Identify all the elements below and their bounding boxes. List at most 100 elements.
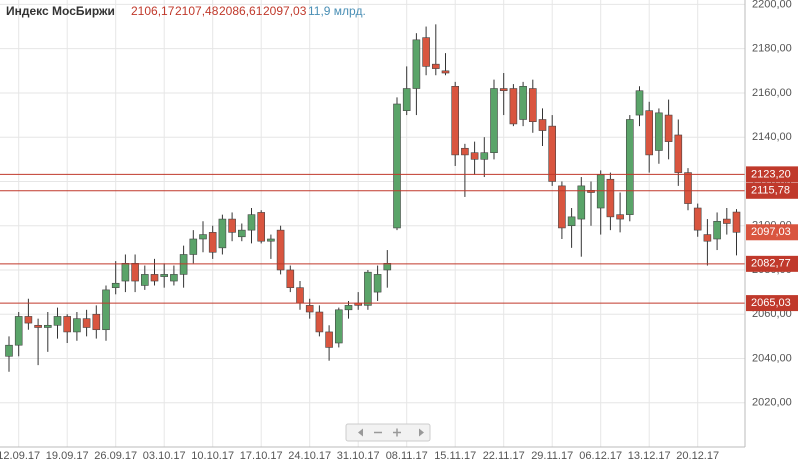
candle-body xyxy=(150,274,159,282)
candle-body xyxy=(111,282,120,288)
level-label-box xyxy=(746,166,798,183)
candle-body xyxy=(645,110,654,156)
level-label-box xyxy=(746,182,798,199)
header: Индекс МосБиржи 2106,17 2107,48 2086,61 … xyxy=(6,4,366,18)
candle-body xyxy=(238,229,246,238)
header-close: 2097,03 xyxy=(263,4,307,18)
candle-body xyxy=(422,37,430,67)
candle-body xyxy=(461,147,469,156)
candle-body xyxy=(616,214,624,220)
candle-body xyxy=(577,185,586,220)
x-tick-label: 03.10.17 xyxy=(143,450,186,462)
x-tick-label: 08.11.17 xyxy=(386,450,428,462)
candle-body xyxy=(325,331,333,348)
header-open: 2106,17 xyxy=(131,4,175,18)
x-tick-label: 29.11.17 xyxy=(531,450,573,462)
candle-body xyxy=(519,86,527,120)
candle-body xyxy=(393,103,401,229)
y-tick-label: 2180,00 xyxy=(752,43,792,55)
candle-body xyxy=(53,316,62,326)
candle-body xyxy=(247,214,256,231)
y-tick-label: 2160,00 xyxy=(752,87,792,99)
last-price-label: 2097,03 xyxy=(751,226,791,238)
candle-body xyxy=(141,274,149,286)
last-price-box xyxy=(746,224,798,241)
candle-body xyxy=(315,311,324,333)
candle-body xyxy=(490,88,498,153)
candle-body xyxy=(257,212,266,242)
candle-body xyxy=(276,229,285,271)
candle-body xyxy=(218,218,227,249)
candle-body xyxy=(402,88,411,111)
level-label-box xyxy=(746,255,798,272)
candle-body xyxy=(334,309,343,344)
candle-body xyxy=(160,274,168,277)
scroll-left[interactable] xyxy=(358,428,363,437)
candle-body xyxy=(567,216,576,227)
candle-body xyxy=(199,234,207,240)
candle-body xyxy=(674,134,683,173)
x-tick-label: 17.10.17 xyxy=(240,450,283,462)
zoom-in[interactable] xyxy=(393,428,401,437)
candle-body xyxy=(208,232,217,253)
candle-body xyxy=(548,125,557,182)
candle-body xyxy=(625,119,634,215)
level-label: 2115,78 xyxy=(751,185,790,197)
candle-body xyxy=(412,39,421,89)
x-tick-label: 10.10.17 xyxy=(191,450,234,462)
candle-body xyxy=(373,274,382,293)
candle-body xyxy=(693,207,702,231)
candle-body xyxy=(431,63,440,69)
candle-body xyxy=(364,271,372,306)
candle-body xyxy=(722,218,731,224)
candle-body xyxy=(703,234,712,242)
candle-body xyxy=(441,70,450,74)
candle-body xyxy=(538,119,547,131)
candle-body xyxy=(5,344,13,357)
x-tick-label: 06.12.17 xyxy=(579,450,622,462)
level-label: 2065,03 xyxy=(751,297,791,309)
level-label: 2082,77 xyxy=(751,258,791,270)
candle-body xyxy=(635,90,644,116)
candle-body xyxy=(383,263,392,271)
candle-body xyxy=(170,274,178,282)
candle-body xyxy=(102,289,110,331)
x-tick-label: 13.12.17 xyxy=(628,450,671,462)
x-tick-label: 12.09.17 xyxy=(0,450,40,462)
level-label: 2123,20 xyxy=(751,168,791,180)
candle-body xyxy=(558,185,566,229)
x-tick-label: 26.09.17 xyxy=(94,450,137,462)
x-tick-label: 22.11.17 xyxy=(483,450,525,462)
candle-body xyxy=(499,88,508,92)
x-tick-label: 31.10.17 xyxy=(337,450,380,462)
candle-body xyxy=(528,88,537,123)
y-tick-label: 2020,00 xyxy=(752,397,792,409)
scroll-bar xyxy=(345,423,431,442)
level-label-box xyxy=(746,295,798,312)
candle-body xyxy=(344,305,353,311)
candle-body xyxy=(131,263,139,282)
y-tick-label: 2040,00 xyxy=(752,352,792,364)
candle-body xyxy=(470,152,479,160)
candle-body xyxy=(121,263,130,282)
candle-body xyxy=(24,316,33,324)
candle-body xyxy=(655,112,663,151)
candle-body xyxy=(228,218,236,233)
scroll-control[interactable] xyxy=(345,423,431,442)
x-tick-label: 20.12.17 xyxy=(676,450,719,462)
header-low: 2086,61 xyxy=(219,4,263,18)
scroll-right[interactable] xyxy=(419,428,424,437)
header-volume: 11,9 млрд. xyxy=(308,4,366,18)
candle-body xyxy=(73,318,81,333)
candle-body xyxy=(509,88,518,125)
candle-body xyxy=(14,316,23,346)
candle-body xyxy=(92,313,101,331)
candle-body xyxy=(63,316,72,333)
candle-body xyxy=(267,238,275,242)
candle-body xyxy=(606,178,615,218)
candle-body xyxy=(732,211,741,233)
candle-body xyxy=(179,254,188,275)
